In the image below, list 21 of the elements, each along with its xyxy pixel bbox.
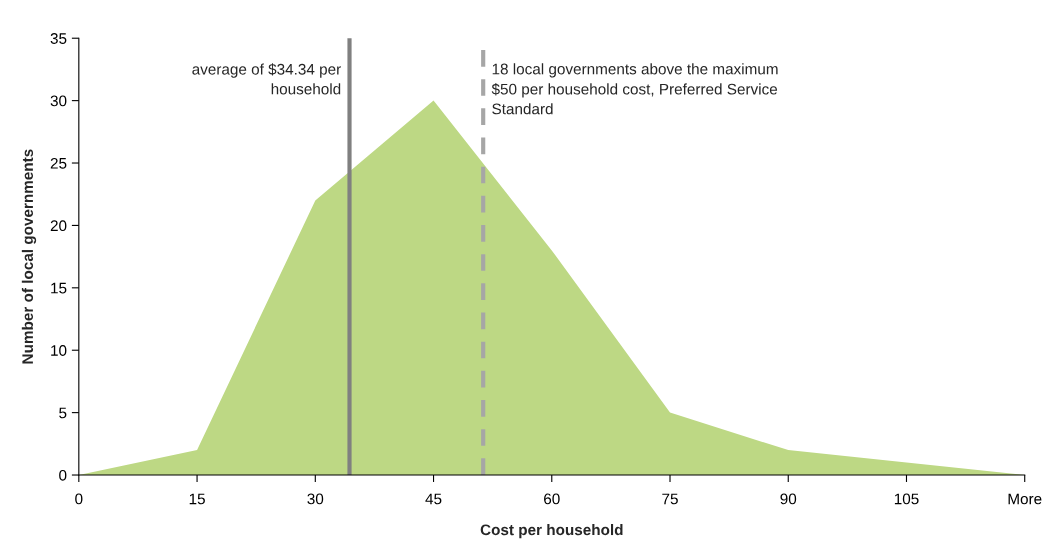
x-axis-title: Cost per household [480, 523, 623, 539]
ref-line-label: average of $34.34 per household [192, 63, 341, 95]
y-tick-label: 25 [50, 157, 67, 169]
y-tick-label: 35 [50, 33, 67, 44]
x-tick-label: More [1008, 493, 1042, 505]
y-tick-label: 5 [59, 407, 67, 419]
ref-line-label: 18 local governments above the maximum $50 per household cost, Preferred Service Standard [491, 63, 778, 115]
x-tick-label: 60 [544, 493, 560, 505]
x-tick-label: 75 [662, 493, 678, 505]
x-tick-label: 105 [894, 493, 919, 505]
y-tick-label: 30 [50, 95, 67, 107]
x-tick-label: 45 [425, 493, 442, 505]
y-tick-label: 20 [50, 220, 67, 232]
x-tick-label: 15 [189, 493, 205, 505]
x-tick-label: 90 [780, 493, 797, 505]
y-tick-label: 0 [59, 469, 67, 481]
x-tick-label: 0 [75, 493, 83, 505]
y-tick-label: 10 [51, 345, 67, 356]
y-tick-label: 15 [51, 282, 67, 294]
x-tick-label: 30 [307, 493, 324, 505]
y-axis-title: Number of local governments [21, 149, 37, 364]
